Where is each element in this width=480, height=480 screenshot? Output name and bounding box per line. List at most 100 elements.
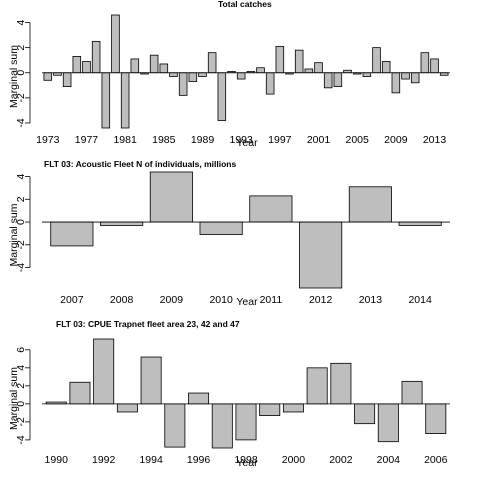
bar-1988 [188, 72, 198, 82]
bar-1999 [259, 403, 281, 416]
y-tick-label: -4 [15, 263, 27, 272]
bar-1975 [62, 72, 72, 87]
bar-2004 [377, 403, 399, 443]
bar-2013 [430, 58, 439, 74]
y-axis-label: Marginal sum [8, 203, 20, 266]
bar-2009 [391, 72, 401, 94]
bar-1979 [101, 72, 111, 129]
x-tick-label: 2006 [424, 454, 448, 466]
x-tick-label: 2004 [377, 454, 401, 466]
x-tick-label: 2008 [110, 294, 134, 306]
y-tick-label: -2 [15, 93, 27, 102]
chart-title: FLT 03: Acoustic Fleet N of individuals,… [44, 159, 236, 169]
x-tick-label: 1998 [234, 454, 258, 466]
y-tick-label: 4 [15, 19, 27, 25]
x-tick-label: 2002 [329, 454, 353, 466]
bar-1995 [256, 67, 265, 74]
bar-1976 [72, 56, 82, 74]
y-tick-label: 4 [15, 365, 27, 371]
x-tick-label: 2001 [307, 134, 331, 146]
bar-2014 [398, 221, 442, 226]
y-tick-label: 0 [15, 401, 27, 407]
bar-1989 [198, 72, 207, 77]
chart-title: FLT 03: CPUE Trapnet fleet area 23, 42 a… [56, 319, 240, 329]
bar-2012 [299, 221, 343, 289]
y-axis-label: Marginal sum [8, 367, 20, 430]
bar-2010 [199, 221, 243, 235]
x-tick-label: 2013 [423, 134, 447, 146]
bar-2008 [100, 221, 144, 226]
bar-2007 [50, 221, 94, 247]
bar-1980 [111, 14, 120, 74]
bar-1977 [82, 61, 91, 74]
y-tick-label: 0 [15, 219, 27, 225]
x-tick-label: 2013 [359, 294, 383, 306]
bar-1990 [207, 52, 217, 74]
bar-2001 [306, 367, 328, 405]
bar-2013 [348, 186, 392, 223]
bar-1982 [130, 58, 140, 74]
bar-2007 [372, 47, 381, 74]
x-tick-label: 2010 [209, 294, 233, 306]
y-tick-label: 6 [15, 347, 27, 353]
bar-2001 [314, 62, 323, 74]
bar-1997 [275, 45, 285, 74]
x-tick-label: 1992 [92, 454, 116, 466]
bar-2006 [362, 72, 372, 77]
bar-2005 [401, 380, 423, 405]
x-tick-label: 2000 [282, 454, 306, 466]
y-tick-label: -4 [15, 435, 27, 444]
bar-1991 [69, 381, 91, 405]
bar-2003 [354, 403, 376, 425]
bar-2006 [425, 403, 447, 434]
bar-1998 [235, 403, 257, 441]
y-tick-label: -2 [15, 417, 27, 426]
y-tick-label: 4 [15, 173, 27, 179]
bar-2010 [401, 72, 410, 80]
x-tick-label: 2014 [408, 294, 432, 306]
bar-1995 [164, 403, 186, 448]
x-tick-label: 1973 [36, 134, 60, 146]
bar-1999 [294, 49, 304, 74]
bar-2011 [410, 72, 420, 84]
x-axis-label: Year [236, 296, 258, 308]
y-tick-label: 2 [15, 45, 27, 51]
y-axis-label: Marginal sum [8, 45, 20, 108]
bar-1987 [178, 72, 188, 96]
x-tick-label: 1997 [268, 134, 292, 146]
bar-2011 [249, 195, 293, 223]
bar-2008 [381, 61, 391, 74]
bar-1992 [93, 338, 115, 405]
bar-2012 [420, 52, 430, 74]
y-tick-label: 2 [15, 383, 27, 389]
x-tick-label: 1993 [229, 134, 253, 146]
x-tick-label: 1985 [152, 134, 176, 146]
x-tick-label: 2009 [384, 134, 408, 146]
y-tick-label: 0 [15, 70, 27, 76]
bar-2003 [333, 72, 343, 87]
x-tick-label: 1989 [191, 134, 215, 146]
bar-1985 [159, 63, 169, 74]
bar-2002 [330, 362, 352, 405]
chart-panel-1: Total catches -4 -2 0 2 4 Marginal sum 1973 1977… [8, 0, 450, 149]
x-axis-label: Year [236, 457, 258, 469]
bar-2000 [282, 403, 304, 413]
bar-1978 [91, 40, 101, 74]
bar-2000 [304, 68, 314, 74]
x-tick-label: 1977 [75, 134, 99, 146]
bar-1994 [140, 356, 162, 405]
x-tick-label: 2011 [260, 294, 283, 306]
x-tick-label: 2009 [160, 294, 184, 306]
bar-1993 [116, 403, 138, 413]
x-tick-label: 1994 [139, 454, 163, 466]
x-tick-label: 2007 [60, 294, 84, 306]
bar-1996 [265, 72, 275, 95]
x-axis-label: Year [236, 137, 258, 149]
bar-1984 [149, 54, 159, 74]
bar-1986 [169, 72, 178, 77]
bar-1996 [188, 392, 210, 405]
bar-1981 [120, 72, 130, 129]
x-tick-label: 1996 [187, 454, 211, 466]
y-tick-label: -2 [15, 240, 27, 249]
